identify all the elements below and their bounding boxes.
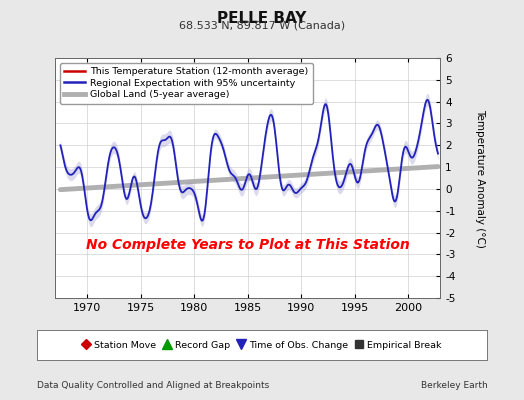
Text: Data Quality Controlled and Aligned at Breakpoints: Data Quality Controlled and Aligned at B… [37, 381, 269, 390]
Text: Berkeley Earth: Berkeley Earth [421, 381, 487, 390]
Y-axis label: Temperature Anomaly (°C): Temperature Anomaly (°C) [475, 108, 485, 248]
Legend: Station Move, Record Gap, Time of Obs. Change, Empirical Break: Station Move, Record Gap, Time of Obs. C… [79, 337, 445, 353]
Text: PELLE BAY: PELLE BAY [217, 11, 307, 26]
Text: 68.533 N, 89.817 W (Canada): 68.533 N, 89.817 W (Canada) [179, 21, 345, 31]
Text: No Complete Years to Plot at This Station: No Complete Years to Plot at This Statio… [86, 238, 409, 252]
Legend: This Temperature Station (12-month average), Regional Expectation with 95% uncer: This Temperature Station (12-month avera… [60, 63, 313, 104]
